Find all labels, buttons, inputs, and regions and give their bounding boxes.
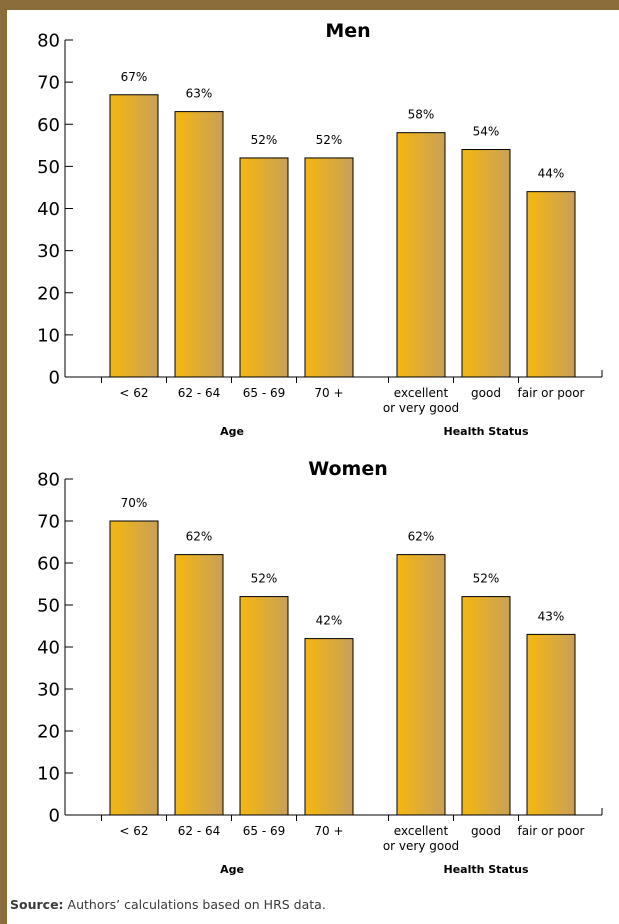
x-group-label: Health Status <box>443 425 528 438</box>
y-tick-label: 0 <box>49 368 60 389</box>
y-tick-label: 40 <box>37 638 60 659</box>
x-category-label: or very good <box>383 839 459 853</box>
bar <box>304 157 354 378</box>
y-tick-label: 30 <box>37 680 60 701</box>
bar-value-label: 70% <box>121 496 148 510</box>
y-tick-label: 70 <box>37 73 60 94</box>
x-category-label: < 62 <box>119 386 148 400</box>
x-category-label: excellent <box>394 386 449 400</box>
bar-value-label: 62% <box>408 530 435 544</box>
x-category-label: good <box>471 386 501 400</box>
y-tick-label: 10 <box>37 325 60 346</box>
y-tick-label: 80 <box>37 31 60 52</box>
x-category-label: 62 - 64 <box>178 386 221 400</box>
bar-value-label: 58% <box>408 108 435 122</box>
bar-value-label: 43% <box>538 609 565 623</box>
charts-canvas: Men 0 10 20 30 40 50 60 70 80 67% < 62 63% 62 - 64 52%… <box>37 20 603 876</box>
bar <box>174 111 224 378</box>
bar <box>461 149 511 378</box>
bar <box>109 94 159 378</box>
y-tick-label: 10 <box>37 764 60 785</box>
y-tick-label: 70 <box>37 512 60 533</box>
y-tick-label: 20 <box>37 722 60 743</box>
bar-value-label: 54% <box>473 125 500 139</box>
bar <box>526 633 576 816</box>
bar <box>174 554 224 816</box>
x-category-label: < 62 <box>119 824 148 838</box>
bar-value-label: 63% <box>186 87 213 101</box>
x-category-label: 65 - 69 <box>243 386 286 400</box>
chart-title: Women <box>308 458 388 480</box>
bar-value-label: 52% <box>251 133 278 147</box>
y-tick-label: 30 <box>37 241 60 262</box>
x-group-label: Health Status <box>443 863 528 876</box>
source-label: Source: <box>10 897 64 912</box>
bar <box>461 596 511 816</box>
bar-value-label: 52% <box>251 572 278 586</box>
y-tick-label: 60 <box>37 115 60 136</box>
x-category-label: fair or poor <box>518 386 585 400</box>
bar <box>396 132 446 378</box>
x-group-label: Age <box>220 425 244 438</box>
x-category-label: or very good <box>383 401 459 415</box>
x-category-label: good <box>471 824 501 838</box>
y-tick-label: 80 <box>37 470 60 491</box>
bar <box>239 596 289 816</box>
bar-value-label: 62% <box>186 530 213 544</box>
bar-value-label: 42% <box>316 614 343 628</box>
x-category-label: excellent <box>394 824 449 838</box>
x-category-label: 70 + <box>314 386 343 400</box>
bar-value-label: 44% <box>538 167 565 181</box>
bar <box>109 520 159 816</box>
y-tick-label: 40 <box>37 199 60 220</box>
bar-value-label: 67% <box>121 70 148 84</box>
y-tick-label: 20 <box>37 283 60 304</box>
bar <box>396 554 446 816</box>
bar-value-label: 52% <box>316 133 343 147</box>
x-category-label: fair or poor <box>518 824 585 838</box>
x-category-label: 62 - 64 <box>178 824 221 838</box>
y-tick-label: 50 <box>37 157 60 178</box>
y-tick-label: 60 <box>37 554 60 575</box>
figure-panel: Men 0 10 20 30 40 50 60 70 80 67% < 62 63% 62 - 64 52%… <box>7 10 619 924</box>
x-category-label: 70 + <box>314 824 343 838</box>
bar <box>239 157 289 378</box>
chart-title: Men <box>325 20 370 42</box>
bar-value-label: 52% <box>473 572 500 586</box>
bar <box>526 191 576 378</box>
y-tick-label: 50 <box>37 596 60 617</box>
x-category-label: 65 - 69 <box>243 824 286 838</box>
y-tick-label: 0 <box>49 806 60 827</box>
source-note: Source: Authors’ calculations based on H… <box>10 897 326 912</box>
source-text: Authors’ calculations based on HRS data. <box>67 897 326 912</box>
x-group-label: Age <box>220 863 244 876</box>
bar <box>304 638 354 816</box>
